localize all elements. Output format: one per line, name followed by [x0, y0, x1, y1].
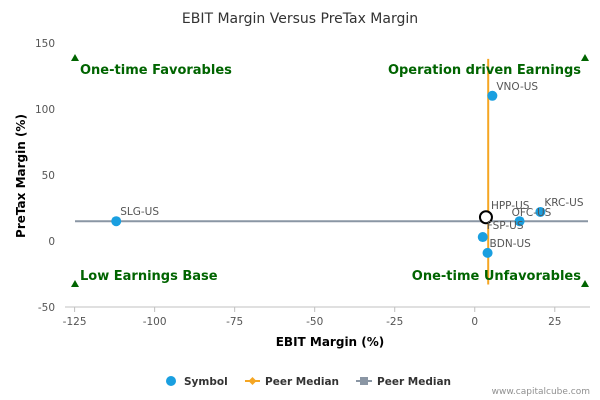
quadrant-label-top-right: Operation driven Earnings: [388, 63, 581, 78]
y-tick-label: 0: [48, 236, 55, 248]
quadrant-label-bottom-left: Low Earnings Base: [80, 269, 218, 284]
y-tick-label: -50: [38, 302, 55, 314]
data-point: [514, 216, 525, 227]
data-point: [482, 247, 493, 258]
legend-peer-median-square: [360, 377, 368, 385]
data-point: [487, 90, 498, 101]
y-tick-label: 50: [42, 170, 55, 182]
x-tick-label: -100: [143, 316, 167, 328]
quadrant-marker-triangle: [71, 280, 79, 287]
y-axis-title: PreTax Margin (%): [14, 114, 28, 238]
legend-symbol-label: Symbol: [184, 376, 228, 388]
x-tick-label: 0: [471, 316, 478, 328]
quadrant-label-bottom-right: One-time Unfavorables: [412, 269, 581, 284]
x-axis-title: EBIT Margin (%): [276, 335, 385, 349]
point-highlight-marker: [478, 210, 493, 225]
quadrant-marker-triangle: [71, 54, 79, 61]
legend-symbol-marker: [166, 376, 176, 386]
point-label: SLG-US: [120, 206, 159, 218]
credit-text: www.capitalcube.com: [492, 387, 590, 397]
point-label: VNO-US: [496, 81, 538, 93]
quadrant-label-top-left: One-time Favorables: [80, 63, 232, 78]
data-point: [535, 206, 546, 217]
quadrant-marker-triangle: [581, 54, 589, 61]
point-label: FSP-US: [487, 220, 524, 232]
x-tick-label: 25: [548, 316, 561, 328]
point-label: KRC-US: [544, 197, 583, 209]
legend-peer-median-label: Peer Median: [265, 376, 339, 388]
point-label: OFC-US: [512, 207, 552, 219]
x-tick-label: -50: [306, 316, 323, 328]
y-tick-label: 100: [35, 104, 55, 116]
legend-peer-median-diamond: [248, 377, 257, 385]
x-tick-label: -75: [226, 316, 243, 328]
point-label: BDN-US: [490, 238, 532, 250]
x-tick-label: -125: [63, 316, 87, 328]
data-point: [477, 232, 488, 243]
quadrant-marker-triangle: [581, 280, 589, 287]
chart-title: EBIT Margin Versus PreTax Margin: [182, 11, 418, 27]
x-tick-label: -25: [386, 316, 403, 328]
point-label: HPP-US: [491, 200, 530, 212]
data-point: [111, 216, 122, 227]
legend-peer-median-label-2: Peer Median: [377, 376, 451, 388]
y-tick-label: 150: [35, 38, 55, 50]
